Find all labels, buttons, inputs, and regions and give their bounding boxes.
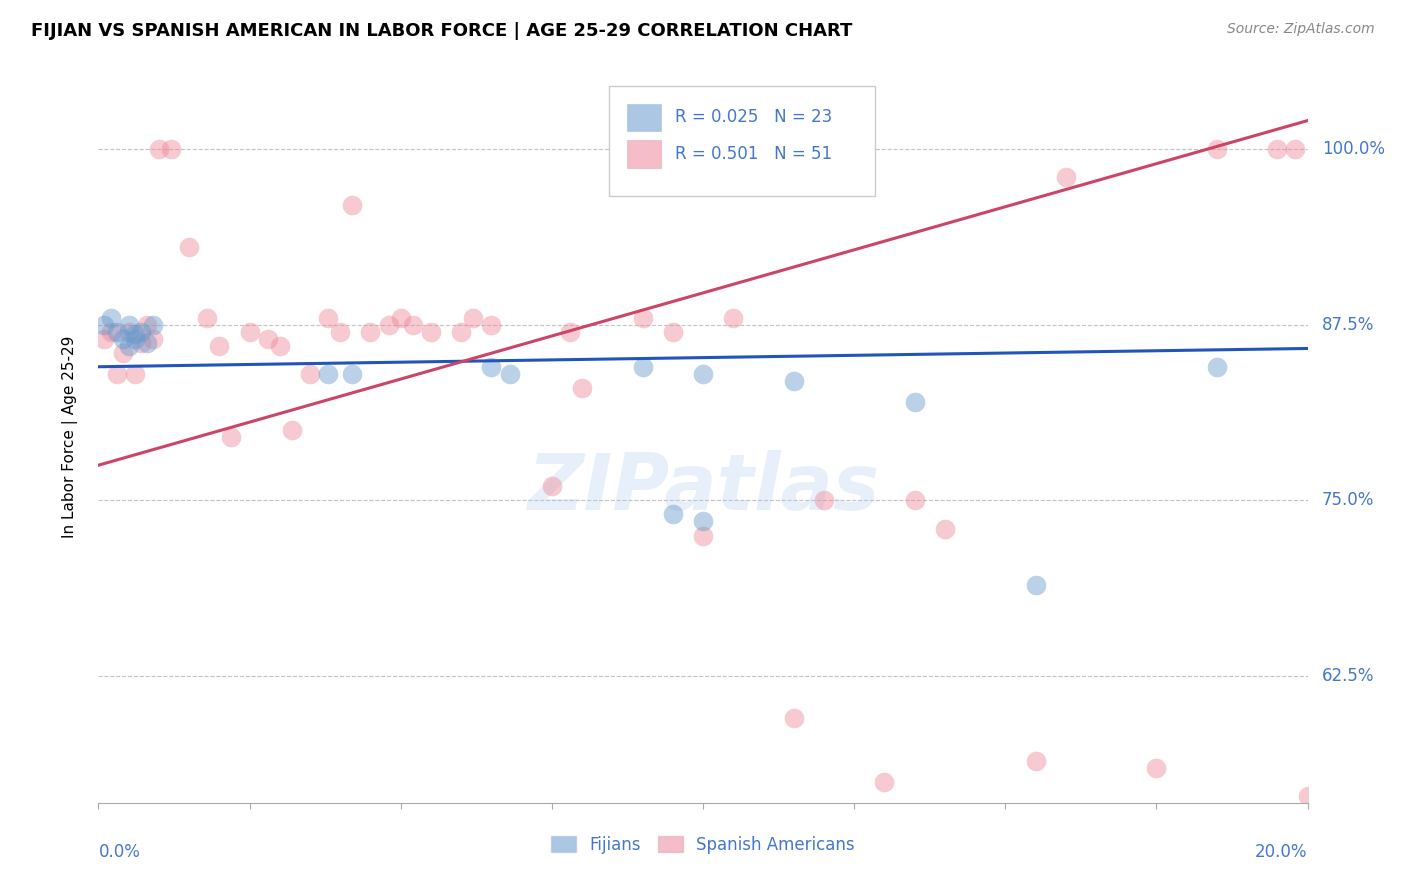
Point [160, 142, 183, 156]
Point [179, 240, 201, 254]
Point [402, 318, 425, 332]
Point [111, 345, 134, 359]
Text: 100.0%: 100.0% [1322, 140, 1385, 158]
Text: 75.0%: 75.0% [1322, 491, 1375, 509]
Point [558, 325, 581, 339]
Point [105, 367, 128, 381]
Point [904, 493, 927, 508]
Text: 0.0%: 0.0% [98, 843, 141, 861]
Point [420, 325, 443, 339]
Point [1206, 142, 1229, 156]
Point [723, 310, 745, 325]
Point [118, 318, 141, 332]
Point [481, 359, 503, 374]
Point [195, 310, 218, 325]
Point [692, 528, 714, 542]
Point [1024, 578, 1046, 592]
Point [904, 395, 927, 409]
Point [692, 515, 714, 529]
Point [342, 198, 364, 212]
Point [1267, 142, 1289, 156]
Point [1206, 359, 1229, 374]
Point [813, 493, 835, 508]
FancyBboxPatch shape [609, 86, 875, 195]
Point [93, 318, 115, 332]
Point [124, 367, 146, 381]
FancyBboxPatch shape [627, 103, 661, 131]
Text: 87.5%: 87.5% [1322, 316, 1375, 334]
Text: R = 0.025   N = 23: R = 0.025 N = 23 [675, 109, 832, 127]
Point [208, 338, 231, 352]
Text: Source: ZipAtlas.com: Source: ZipAtlas.com [1227, 22, 1375, 37]
Point [135, 335, 157, 350]
Point [1054, 169, 1077, 184]
Point [631, 310, 654, 325]
Text: ZIPatlas: ZIPatlas [527, 450, 879, 526]
Point [692, 142, 714, 156]
Point [316, 310, 339, 325]
Point [129, 335, 152, 350]
Point [142, 318, 165, 332]
Point [783, 374, 806, 388]
Point [1284, 142, 1306, 156]
Point [661, 325, 683, 339]
FancyBboxPatch shape [627, 140, 661, 168]
Point [299, 367, 322, 381]
Point [377, 318, 399, 332]
Point [142, 332, 165, 346]
Point [256, 332, 278, 346]
Legend: Fijians, Spanish Americans: Fijians, Spanish Americans [544, 829, 862, 860]
Point [540, 479, 562, 493]
Point [360, 325, 382, 339]
Point [221, 430, 243, 444]
Text: R = 0.501   N = 51: R = 0.501 N = 51 [675, 145, 832, 163]
Point [873, 774, 896, 789]
Text: 20.0%: 20.0% [1256, 843, 1308, 861]
Text: 62.5%: 62.5% [1322, 667, 1375, 685]
Point [934, 521, 956, 535]
Point [1296, 789, 1319, 803]
Point [498, 367, 520, 381]
Point [1024, 754, 1046, 768]
Y-axis label: In Labor Force | Age 25-29: In Labor Force | Age 25-29 [62, 336, 77, 538]
Point [269, 338, 291, 352]
Point [100, 325, 122, 339]
Point [135, 318, 157, 332]
Point [316, 367, 339, 381]
Point [124, 327, 146, 342]
Point [661, 508, 683, 522]
Point [450, 325, 472, 339]
Point [1144, 761, 1167, 775]
Point [389, 310, 412, 325]
Point [148, 142, 170, 156]
Point [571, 381, 593, 395]
Point [481, 318, 503, 332]
Point [631, 359, 654, 374]
Point [129, 325, 152, 339]
Point [118, 325, 141, 339]
Point [692, 367, 714, 381]
Point [105, 325, 128, 339]
Point [342, 367, 364, 381]
Point [124, 332, 146, 346]
Point [118, 338, 141, 352]
Point [463, 310, 485, 325]
Point [783, 711, 806, 725]
Point [281, 423, 304, 437]
Point [93, 332, 115, 346]
Point [239, 325, 262, 339]
Text: FIJIAN VS SPANISH AMERICAN IN LABOR FORCE | AGE 25-29 CORRELATION CHART: FIJIAN VS SPANISH AMERICAN IN LABOR FORC… [31, 22, 852, 40]
Point [100, 310, 122, 325]
Point [329, 325, 352, 339]
Point [111, 332, 134, 346]
